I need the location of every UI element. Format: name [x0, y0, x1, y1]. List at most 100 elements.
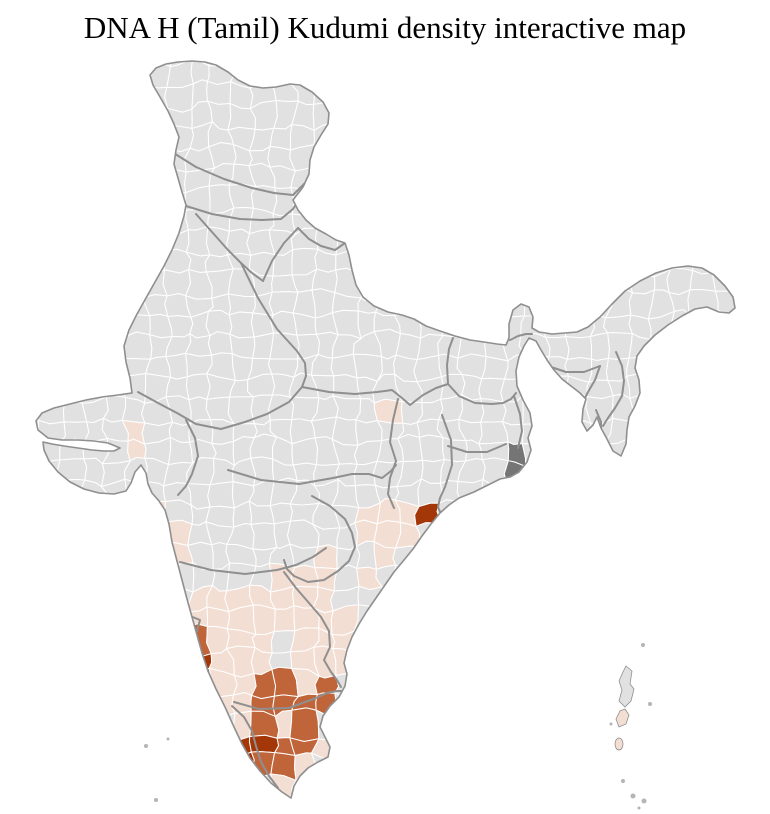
district[interactable] [0, 753, 24, 780]
district[interactable] [709, 336, 740, 356]
district[interactable] [126, 271, 149, 299]
district[interactable] [23, 625, 42, 655]
district[interactable] [688, 463, 719, 487]
district[interactable] [461, 752, 485, 779]
district[interactable] [39, 163, 66, 191]
district[interactable] [23, 59, 44, 87]
district[interactable] [142, 231, 167, 257]
district[interactable] [207, 777, 236, 803]
district[interactable] [710, 206, 736, 236]
district[interactable] [101, 588, 131, 611]
district[interactable] [416, 689, 445, 715]
district[interactable] [756, 758, 770, 777]
district[interactable] [415, 227, 444, 252]
district[interactable] [102, 357, 124, 380]
district[interactable] [358, 226, 383, 257]
district[interactable] [40, 648, 64, 672]
district[interactable] [647, 569, 676, 592]
district[interactable] [586, 606, 614, 631]
district[interactable] [438, 774, 465, 800]
district[interactable] [671, 439, 694, 465]
district[interactable] [81, 317, 107, 342]
district[interactable] [458, 61, 482, 88]
district[interactable] [359, 208, 383, 231]
district[interactable] [21, 43, 42, 64]
district[interactable] [502, 498, 528, 526]
district[interactable] [628, 419, 653, 446]
district[interactable] [732, 435, 756, 464]
district[interactable] [0, 585, 21, 611]
district[interactable] [415, 207, 444, 235]
district[interactable] [2, 288, 24, 315]
district[interactable] [290, 41, 319, 65]
district[interactable] [335, 774, 362, 800]
district[interactable] [648, 393, 670, 421]
district[interactable] [481, 356, 509, 380]
district[interactable] [60, 208, 86, 230]
district[interactable] [18, 189, 50, 214]
district[interactable] [667, 647, 695, 671]
district[interactable] [0, 144, 27, 166]
district[interactable] [162, 269, 192, 297]
district[interactable] [353, 689, 380, 715]
district[interactable] [607, 103, 631, 129]
district[interactable] [122, 795, 151, 814]
district[interactable] [480, 800, 504, 814]
district[interactable] [17, 99, 49, 130]
district[interactable] [378, 247, 399, 277]
district[interactable] [565, 436, 590, 464]
district[interactable] [394, 290, 421, 317]
district[interactable] [228, 311, 255, 339]
district[interactable] [18, 290, 41, 315]
district[interactable] [39, 542, 66, 569]
district[interactable] [142, 148, 172, 174]
district[interactable] [104, 292, 131, 320]
district[interactable] [458, 186, 485, 213]
district[interactable] [690, 38, 717, 62]
district[interactable] [0, 398, 23, 424]
district[interactable] [102, 247, 131, 274]
district[interactable] [715, 646, 737, 677]
district[interactable] [689, 163, 717, 189]
district[interactable] [462, 247, 488, 277]
district[interactable] [147, 500, 168, 528]
district[interactable] [731, 562, 761, 590]
district[interactable] [0, 60, 27, 86]
district[interactable] [652, 732, 671, 757]
district[interactable] [754, 355, 770, 380]
district[interactable] [477, 121, 508, 149]
district[interactable] [564, 293, 593, 319]
district[interactable] [609, 141, 633, 169]
district[interactable] [20, 713, 42, 738]
district[interactable] [669, 688, 695, 718]
district[interactable] [461, 82, 486, 110]
district[interactable] [332, 729, 361, 761]
district[interactable] [355, 752, 380, 782]
district[interactable] [335, 165, 364, 189]
district[interactable] [164, 730, 192, 755]
district[interactable] [234, 42, 251, 59]
district[interactable] [378, 709, 402, 739]
district[interactable] [734, 543, 759, 567]
district[interactable] [709, 310, 739, 341]
district[interactable] [311, 186, 340, 217]
district[interactable] [458, 670, 487, 698]
district[interactable] [710, 546, 738, 572]
district[interactable] [356, 671, 380, 697]
district[interactable] [753, 188, 770, 213]
district[interactable] [39, 526, 66, 545]
district[interactable] [481, 268, 507, 296]
district[interactable] [687, 100, 721, 131]
district[interactable] [394, 59, 423, 91]
district[interactable] [710, 377, 739, 397]
district[interactable] [625, 437, 653, 464]
district[interactable] [542, 84, 570, 105]
district[interactable] [0, 254, 23, 276]
district[interactable] [205, 712, 236, 739]
district[interactable] [59, 648, 88, 671]
district[interactable] [667, 184, 697, 210]
district[interactable] [436, 210, 465, 236]
district[interactable] [650, 62, 677, 87]
district[interactable] [584, 545, 615, 572]
district[interactable] [62, 376, 83, 404]
